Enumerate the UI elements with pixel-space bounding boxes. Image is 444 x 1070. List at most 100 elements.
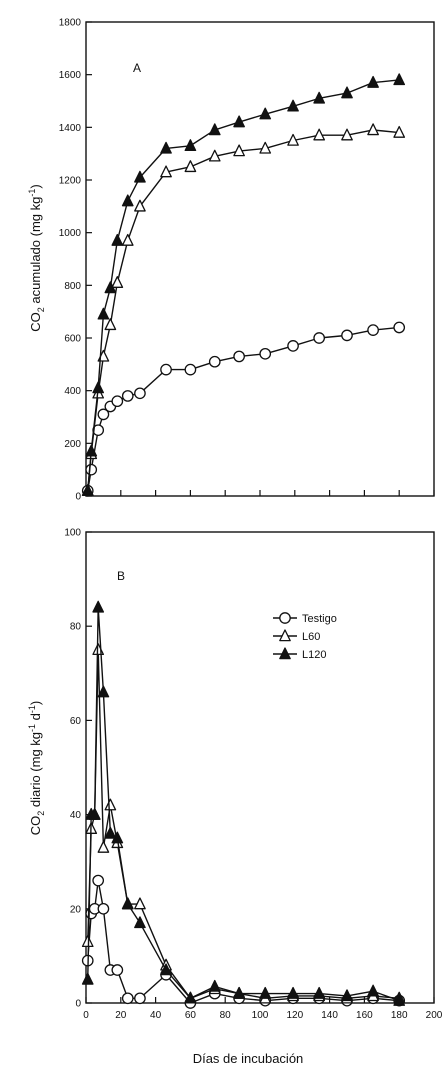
y-axis-label-part: ) <box>28 184 43 188</box>
y-tick-label: 1800 <box>59 18 82 29</box>
data-point <box>111 831 124 844</box>
series-line <box>87 79 400 491</box>
data-point <box>134 916 146 929</box>
y-axis-label-part: -1 <box>27 705 37 713</box>
data-point <box>233 144 245 157</box>
x-tick-label: 160 <box>356 1010 373 1021</box>
x-tick-label: 140 <box>321 1010 338 1021</box>
data-point <box>184 139 197 152</box>
data-point <box>208 149 221 162</box>
data-point <box>259 141 272 154</box>
data-point <box>287 340 299 352</box>
data-point <box>121 390 134 402</box>
data-point <box>97 408 110 421</box>
legend: Testigo L60 L120 <box>273 612 337 661</box>
y-axis-label-part: diario (mg kg <box>28 732 43 811</box>
x-tick-label: 200 <box>426 1010 443 1021</box>
legend-label: Testigo <box>302 613 337 625</box>
x-tick-label: 60 <box>185 1010 197 1021</box>
data-point <box>104 798 117 811</box>
y-axis-label: CO2​ diario (mg kg-1​ d-1​) <box>27 701 46 835</box>
y-tick-label: 0 <box>75 492 81 503</box>
x-tick-label: 0 <box>83 1010 89 1021</box>
data-point <box>313 91 326 104</box>
series-l60 <box>81 643 406 1004</box>
data-point <box>393 321 406 334</box>
data-point <box>367 123 379 136</box>
data-point <box>287 986 299 999</box>
data-point <box>160 363 172 376</box>
data-point <box>160 141 172 154</box>
plot-frame <box>85 531 435 1004</box>
y-tick-label: 80 <box>70 622 82 633</box>
data-point <box>184 160 197 173</box>
y-tick-label: 1000 <box>59 228 82 239</box>
series-filled-triangle <box>81 73 406 496</box>
data-point <box>92 874 105 887</box>
y-tick-label: 40 <box>70 810 82 821</box>
data-point <box>287 133 299 146</box>
data-point <box>393 73 406 86</box>
data-point <box>208 979 221 992</box>
legend-marker <box>279 647 291 660</box>
series-testigo <box>81 874 406 1009</box>
data-point <box>134 992 146 1005</box>
data-point <box>111 964 124 976</box>
y-tick-label: 1600 <box>59 70 82 81</box>
data-point <box>104 826 117 839</box>
data-point <box>233 350 245 363</box>
y-axis-label-part: CO <box>28 312 43 332</box>
data-point <box>233 115 245 128</box>
series-line <box>87 326 400 491</box>
data-point <box>97 685 110 698</box>
panel-label: A <box>133 61 141 75</box>
legend-label: L120 <box>302 649 326 661</box>
data-point <box>81 972 94 985</box>
data-point <box>111 395 124 408</box>
data-point <box>367 324 379 336</box>
data-point <box>208 123 221 136</box>
data-point <box>341 86 353 99</box>
data-point <box>81 484 94 496</box>
series-line <box>87 129 400 491</box>
x-tick-label: 180 <box>391 1010 408 1021</box>
data-point <box>97 840 110 853</box>
data-point <box>313 332 326 344</box>
y-tick-label: 1400 <box>59 123 82 134</box>
data-point <box>367 984 379 997</box>
x-tick-label: 120 <box>286 1010 303 1021</box>
data-point <box>121 992 134 1005</box>
y-axis-label-part: ) <box>28 701 43 705</box>
series-line <box>87 606 400 1002</box>
y-tick-label: 0 <box>75 999 81 1010</box>
y-axis-label-part: acumulado (mg kg <box>28 197 43 308</box>
data-point <box>259 347 272 360</box>
data-point <box>111 276 124 288</box>
x-axis-label: Días de incubación <box>193 1051 304 1066</box>
y-tick-label: 60 <box>70 716 82 727</box>
data-point <box>208 355 221 368</box>
data-point <box>92 600 105 613</box>
data-point <box>121 194 134 207</box>
data-point <box>121 233 134 246</box>
panel-label: B <box>117 569 125 583</box>
y-axis-label-part: d <box>28 713 43 724</box>
data-point <box>85 444 98 457</box>
data-point <box>160 963 172 976</box>
x-tick-label: 20 <box>115 1010 127 1021</box>
legend-marker <box>279 629 291 642</box>
y-axis-label-part: -1 <box>27 189 37 197</box>
x-tick-label: 80 <box>220 1010 232 1021</box>
y-tick-label: 20 <box>70 904 82 915</box>
y-tick-label: 200 <box>64 439 81 450</box>
y-axis-label-part: 2 <box>36 307 46 312</box>
data-point <box>134 387 146 400</box>
data-point <box>341 329 353 342</box>
data-point <box>104 318 117 331</box>
series-open-triangle <box>81 123 406 496</box>
data-point <box>88 807 101 820</box>
y-axis-label-part: 2 <box>36 811 46 816</box>
data-point <box>184 363 197 376</box>
data-point <box>104 281 117 294</box>
